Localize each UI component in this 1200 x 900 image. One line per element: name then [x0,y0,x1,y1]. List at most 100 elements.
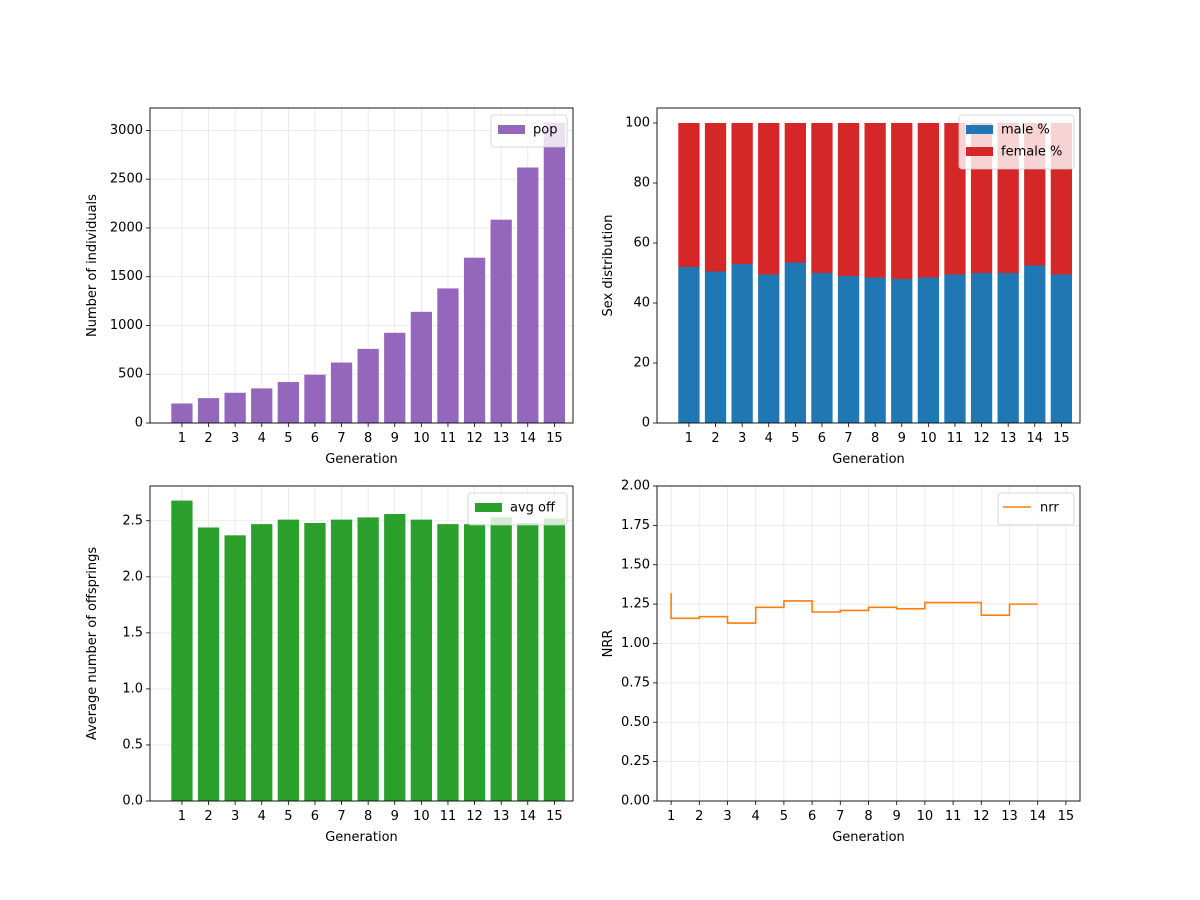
x-tick-label: 14 [1027,431,1044,446]
average-offspring-chart: 1 2 3 4 5 6 7 8 9 10 11 12 13 14 150.00.51.01.52.02.5G… [85,485,574,845]
avg-off-bar [197,527,220,801]
avg-off-bar [543,518,566,801]
x-axis-label: Generation [325,830,398,845]
x-tick-label: 5 [780,809,788,824]
y-tick-label: 1.00 [621,636,650,651]
x-tick-label: 14 [520,431,537,446]
x-tick-label: 6 [311,809,319,824]
avg-off-bar [171,500,193,801]
y-tick-label: 2000 [110,220,143,235]
y-tick-label: 0.75 [621,675,650,690]
legend: male % female % [958,114,1075,170]
avg-off-bar [330,519,353,801]
y-tick-label: 1500 [110,269,143,284]
x-tick-label: 1 [685,431,693,446]
y-tick-label: 2.00 [621,479,650,494]
legend-swatch [498,125,525,134]
x-axis-label: Generation [832,830,905,845]
y-tick-label: 40 [633,296,650,311]
x-tick-label: 14 [1029,809,1046,824]
x-tick-label: 13 [1001,809,1018,824]
legend-swatch [966,125,993,134]
y-tick-label: 20 [633,356,650,371]
y-tick-label: 60 [633,236,650,251]
x-tick-label: 13 [493,431,510,446]
y-tick-label: 500 [118,367,143,382]
x-tick-label: 11 [440,809,457,824]
axes-frame [149,107,574,424]
x-tick-label: 10 [413,809,430,824]
avg-off-bar [357,517,379,801]
y-tick-label: 2.5 [122,513,143,528]
x-tick-label: 8 [364,809,372,824]
x-tick-label: 9 [898,431,906,446]
male--bar [1050,274,1073,423]
pop-bar [410,311,432,423]
y-tick-label: 1.0 [122,681,143,696]
female--bar [811,123,833,273]
male--bar [891,279,913,423]
x-tick-label: 9 [893,809,901,824]
x-tick-label: 6 [818,431,826,446]
x-tick-label: 12 [973,809,990,824]
legend: pop [490,114,568,148]
legend: avg off [467,492,568,526]
pop-bar [171,403,193,423]
x-tick-label: 12 [973,431,990,446]
x-tick-label: 2 [204,809,212,824]
x-tick-label: 7 [836,809,844,824]
x-tick-label: 3 [738,431,746,446]
x-tick-label: 9 [391,431,399,446]
avg-off-bar [277,519,299,801]
x-tick-label: 6 [808,809,816,824]
nrr-step-line [670,593,1038,624]
x-tick-label: 12 [466,431,483,446]
population-chart: 1 2 3 4 5 6 7 8 9 10 11 12 13 14 150500100015002000250… [85,107,574,467]
x-tick-label: 8 [364,431,372,446]
x-tick-label: 11 [945,809,962,824]
male--bar [864,277,886,423]
y-tick-label: 0 [135,416,143,431]
male--bar [811,273,833,423]
pop-bar [251,388,273,423]
x-tick-label: 14 [520,809,537,824]
y-axis-label: Average number of offsprings [85,547,100,740]
axes-frame [149,485,574,802]
legend-label: male % [1001,123,1050,138]
female--bar [731,123,753,264]
male--bar [917,277,939,423]
avg-off-bar [304,522,326,801]
y-tick-label: 0 [642,416,650,431]
pop-bar [463,257,486,423]
male--bar [704,271,727,423]
pop-bar [437,288,459,423]
y-tick-label: 1.25 [621,597,650,612]
avg-off-bar [410,519,432,801]
legend-box [490,114,568,148]
y-tick-label: 100 [625,116,650,131]
y-axis-label: Number of individuals [85,194,100,337]
x-tick-label: 15 [546,431,563,446]
legend-label: nrr [1040,501,1059,516]
axes-frame [656,107,1081,424]
x-tick-label: 1 [178,809,186,824]
y-axis-label: NRR [601,630,616,658]
pop-bar [197,398,220,423]
avg-off-bar [437,524,459,801]
x-tick-label: 4 [258,809,266,824]
y-tick-label: 2.0 [122,569,143,584]
female--bar [891,123,913,279]
pop-bar [330,362,353,423]
female--bar [678,123,700,267]
x-tick-label: 12 [466,809,483,824]
x-tick-label: 3 [723,809,731,824]
legend-box [467,492,568,526]
avg-off-bar [490,517,512,801]
x-tick-label: 8 [864,809,872,824]
female--bar [784,123,806,263]
avg-off-bar [384,514,406,801]
x-tick-label: 7 [337,809,345,824]
pop-bar [384,332,406,423]
x-tick-label: 5 [284,431,292,446]
